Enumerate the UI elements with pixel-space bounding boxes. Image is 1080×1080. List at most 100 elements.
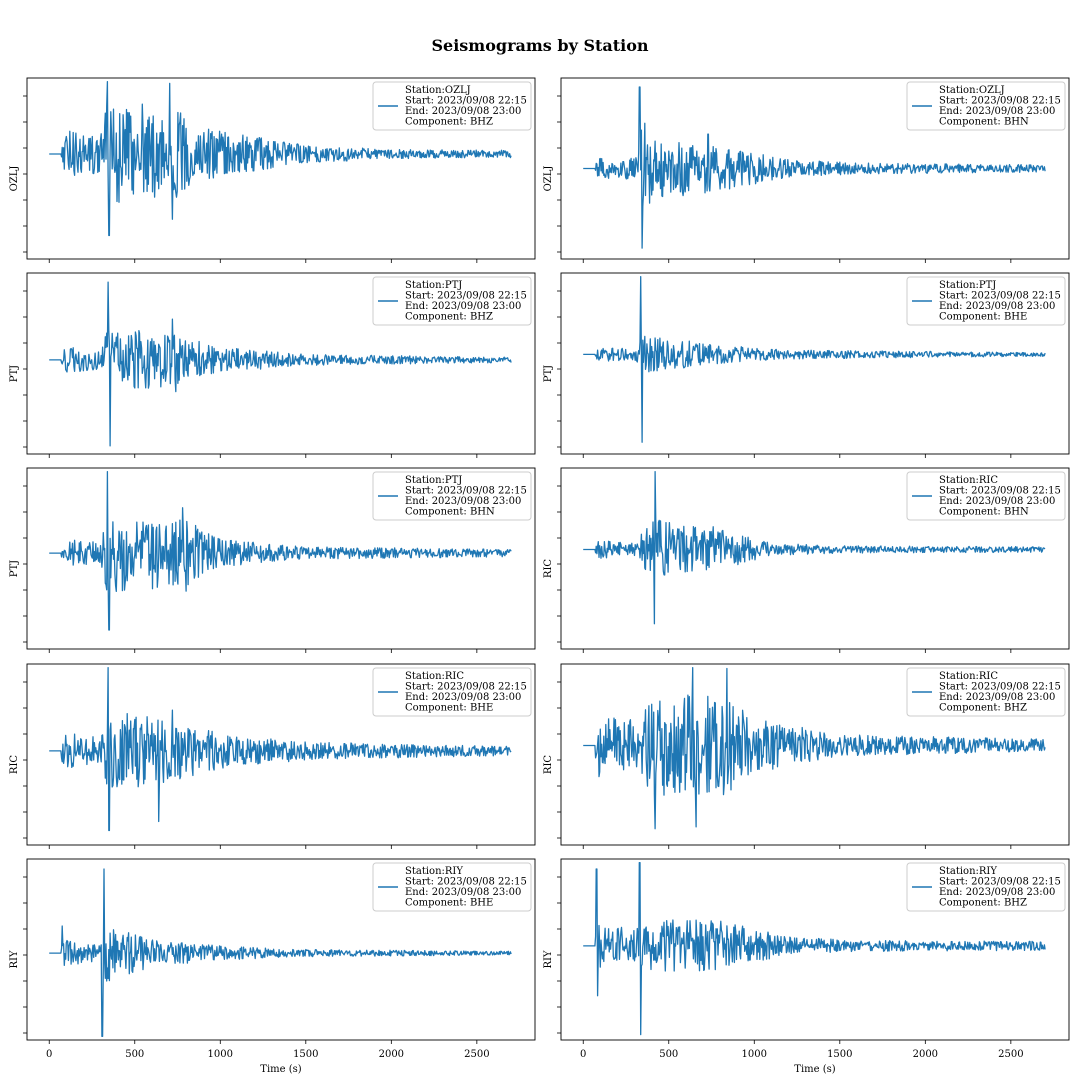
legend-line: Station:RIY xyxy=(405,866,463,877)
legend-line: Component: BHN xyxy=(405,507,495,518)
panel-10: 0 500 1000 1500 2000 2500 Time (s) RIY Station:R… xyxy=(543,858,1070,1075)
legend-line: End: 2023/09/08 23:00 xyxy=(939,692,1055,703)
legend-box xyxy=(372,81,532,131)
legend-line: Station:RIC xyxy=(939,671,998,682)
legend-line: Station:PTJ xyxy=(405,475,462,486)
legend-line: Component: BHE xyxy=(939,312,1027,323)
legend-line: Start: 2023/09/08 22:15 xyxy=(939,682,1061,693)
legend-line: Station:RIC xyxy=(939,475,998,486)
seismogram-trace xyxy=(583,861,1046,1036)
legend-line: End: 2023/09/08 23:00 xyxy=(405,301,521,312)
legend-box xyxy=(906,667,1066,717)
legend-box xyxy=(372,667,532,717)
x-tick-label: 2500 xyxy=(464,1049,489,1060)
legend-line: Component: BHE xyxy=(405,703,493,714)
figure-title: Seismograms by Station xyxy=(431,36,649,55)
legend-line: Station:RIY xyxy=(939,866,997,877)
legend-line: Start: 2023/09/08 22:15 xyxy=(405,291,527,302)
legend-line: End: 2023/09/08 23:00 xyxy=(405,692,521,703)
y-axis-label: PTJ xyxy=(9,365,20,382)
legend-box xyxy=(906,862,1066,912)
legend-line: Component: BHZ xyxy=(939,703,1027,714)
x-tick-label: 500 xyxy=(659,1049,678,1060)
y-axis-label: RIC xyxy=(543,755,554,774)
legend-box xyxy=(372,862,532,912)
axes-frame xyxy=(560,467,1070,650)
seismogram-trace xyxy=(583,666,1046,830)
x-tick-label: 1000 xyxy=(742,1049,767,1060)
x-tick-label: 0 xyxy=(580,1049,586,1060)
seismogram-trace xyxy=(583,470,1046,625)
legend-line: Start: 2023/09/08 22:15 xyxy=(939,291,1061,302)
axes-frame xyxy=(26,858,536,1041)
legend-line: Station:PTJ xyxy=(939,280,996,291)
legend-line: Component: BHN xyxy=(939,117,1029,128)
y-axis-label: RIC xyxy=(9,755,20,774)
legend-line: Start: 2023/09/08 22:15 xyxy=(405,682,527,693)
legend-line: End: 2023/09/08 23:00 xyxy=(405,887,521,898)
legend-line: Station:RIC xyxy=(405,671,464,682)
axes-frame xyxy=(26,272,536,455)
legend-line: Component: BHZ xyxy=(939,898,1027,909)
axes-frame xyxy=(26,77,536,260)
seismogram-trace xyxy=(49,80,512,237)
axes-frame xyxy=(560,858,1070,1041)
panel-9: 0 500 1000 1500 2000 2500 Time (s) RIY Station:R… xyxy=(9,858,536,1075)
y-axis-label: RIC xyxy=(543,559,554,578)
legend-line: Start: 2023/09/08 22:15 xyxy=(939,486,1061,497)
legend-line: End: 2023/09/08 23:00 xyxy=(939,106,1055,117)
axes-frame xyxy=(26,663,536,846)
x-tick-label: 2000 xyxy=(913,1049,938,1060)
legend-box xyxy=(372,471,532,521)
y-axis-label: RIY xyxy=(9,950,20,968)
legend-line: Start: 2023/09/08 22:15 xyxy=(939,877,1061,888)
x-tick-label: 0 xyxy=(46,1049,52,1060)
axes-frame xyxy=(560,272,1070,455)
legend-line: Start: 2023/09/08 22:15 xyxy=(405,877,527,888)
axes-frame xyxy=(560,663,1070,846)
y-axis-label: RIY xyxy=(543,950,554,968)
legend-line: End: 2023/09/08 23:00 xyxy=(405,496,521,507)
x-axis-label: Time (s) xyxy=(794,1064,835,1075)
legend-line: Station:PTJ xyxy=(405,280,462,291)
legend-box xyxy=(906,471,1066,521)
legend-line: End: 2023/09/08 23:00 xyxy=(405,106,521,117)
legend-box xyxy=(906,276,1066,326)
x-axis-label: Time (s) xyxy=(260,1064,301,1075)
legend-line: End: 2023/09/08 23:00 xyxy=(939,496,1055,507)
x-tick-label: 1000 xyxy=(208,1049,233,1060)
y-axis-label: PTJ xyxy=(543,365,554,382)
seismogram-trace xyxy=(49,470,512,631)
legend-box xyxy=(372,276,532,326)
legend-line: End: 2023/09/08 23:00 xyxy=(939,887,1055,898)
legend-box xyxy=(906,81,1066,131)
y-axis-label: OZLJ xyxy=(543,166,554,192)
seismogram-trace xyxy=(49,868,512,1038)
legend-line: End: 2023/09/08 23:00 xyxy=(939,301,1055,312)
legend-line: Start: 2023/09/08 22:15 xyxy=(939,96,1061,107)
y-axis-label: OZLJ xyxy=(9,166,20,192)
x-tick-label: 2500 xyxy=(998,1049,1023,1060)
legend-line: Component: BHN xyxy=(939,507,1029,518)
legend-line: Station:OZLJ xyxy=(939,85,1005,96)
legend-line: Station:OZLJ xyxy=(405,85,471,96)
x-tick-label: 1500 xyxy=(293,1049,318,1060)
legend-line: Component: BHZ xyxy=(405,312,493,323)
x-tick-label: 1500 xyxy=(827,1049,852,1060)
seismogram-trace xyxy=(49,666,512,832)
legend-line: Component: BHZ xyxy=(405,117,493,128)
y-axis-label: PTJ xyxy=(9,560,20,577)
